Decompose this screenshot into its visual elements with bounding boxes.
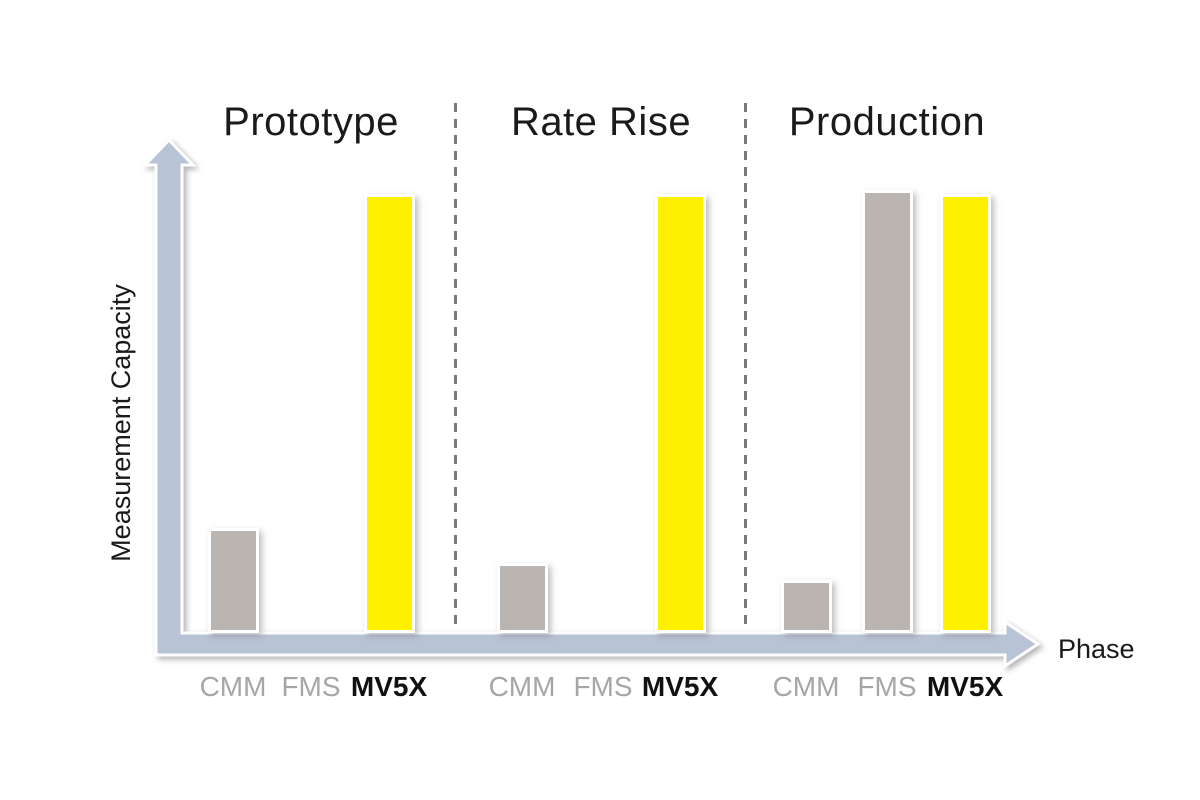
bar-production-mv5x xyxy=(939,194,991,633)
category-label-production-cmm: CMM xyxy=(772,671,840,702)
bar-production-cmm xyxy=(780,580,832,633)
bar-rate-rise-cmm xyxy=(496,563,548,633)
section-title-production: Production xyxy=(788,100,986,144)
category-label-production-fms: FMS xyxy=(857,671,917,702)
axes-arrow-path xyxy=(141,137,1041,669)
category-label-rate-rise-cmm: CMM xyxy=(488,671,556,702)
phase-divider-1 xyxy=(454,103,457,629)
bar-prototype-cmm xyxy=(207,528,259,633)
y-axis-title: Measurement Capacity xyxy=(106,284,136,562)
category-label-rate-rise-mv5x: MV5X xyxy=(641,671,719,702)
category-label-prototype-cmm: CMM xyxy=(199,671,267,702)
section-title-prototype: Prototype xyxy=(223,100,399,144)
x-axis-title: Phase xyxy=(1058,634,1135,664)
category-label-rate-rise-fms: FMS xyxy=(573,671,633,702)
category-label-prototype-fms: FMS xyxy=(281,671,341,702)
category-label-production-mv5x: MV5X xyxy=(926,671,1004,702)
bar-rate-rise-mv5x xyxy=(654,194,706,633)
bar-production-fms xyxy=(861,190,913,633)
category-label-prototype-mv5x: MV5X xyxy=(350,671,428,702)
bar-prototype-mv5x xyxy=(363,194,415,633)
phase-divider-2 xyxy=(744,103,747,629)
section-title-rate-rise: Rate Rise xyxy=(510,100,692,144)
